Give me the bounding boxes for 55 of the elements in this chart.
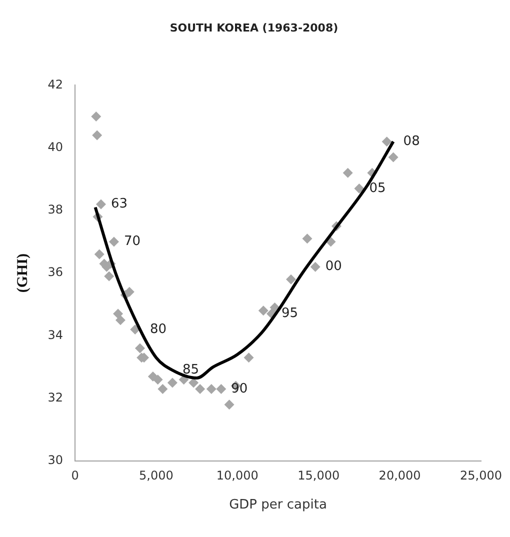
point: [195, 384, 206, 394]
point: [108, 236, 119, 247]
point: [152, 374, 163, 385]
x-tick-label: 5,000: [139, 468, 174, 482]
point: [326, 236, 336, 247]
point: [388, 152, 398, 162]
point: [216, 384, 226, 394]
y-tick-label: 42: [48, 77, 63, 92]
x-tick-label: 25,000: [460, 468, 502, 482]
annotation: 70: [124, 234, 141, 250]
x-axis-title: GDP per capita: [229, 498, 327, 513]
point: [302, 234, 312, 244]
point: [286, 274, 296, 284]
point: [382, 136, 392, 147]
annotation: 90: [231, 381, 248, 396]
annotation: 85: [182, 362, 199, 378]
point: [188, 378, 199, 388]
point: [354, 184, 364, 194]
point: [94, 249, 104, 260]
annotation: 08: [403, 134, 420, 149]
y-tick-label: 34: [48, 328, 63, 342]
y-tick-label: 36: [48, 265, 63, 280]
chart-title: SOUTH KOREA (1963-2008): [170, 21, 338, 34]
point: [104, 271, 114, 282]
point: [258, 306, 268, 316]
x-tick-label: 0: [71, 468, 79, 482]
annotation: 80: [150, 322, 167, 337]
annotation: 05: [369, 180, 386, 196]
annotation: 95: [282, 306, 298, 322]
annotation: 63: [110, 196, 128, 212]
point: [92, 130, 102, 140]
point: [96, 199, 106, 210]
point: [342, 168, 353, 178]
point: [206, 384, 216, 394]
point: [91, 112, 102, 122]
y-tick-label: 30: [48, 453, 63, 468]
x-tick-label: 20,000: [378, 468, 421, 482]
y-tick-label: 38: [48, 202, 63, 217]
point: [115, 315, 126, 326]
point: [134, 343, 145, 354]
point: [124, 286, 134, 297]
y-axis-title: (GHI): [14, 254, 31, 293]
y-tick-label: 32: [48, 390, 63, 404]
point: [310, 262, 320, 272]
x-tick-label: 10,000: [216, 468, 258, 482]
point: [113, 308, 124, 319]
point: [167, 378, 178, 388]
point: [130, 324, 140, 334]
point: [244, 352, 254, 363]
point: [158, 384, 168, 394]
point: [270, 302, 280, 313]
annotation: 00: [325, 259, 342, 274]
x-tick-label: 15,000: [298, 468, 340, 482]
point: [224, 400, 234, 410]
y-tick-label: 40: [48, 140, 63, 154]
